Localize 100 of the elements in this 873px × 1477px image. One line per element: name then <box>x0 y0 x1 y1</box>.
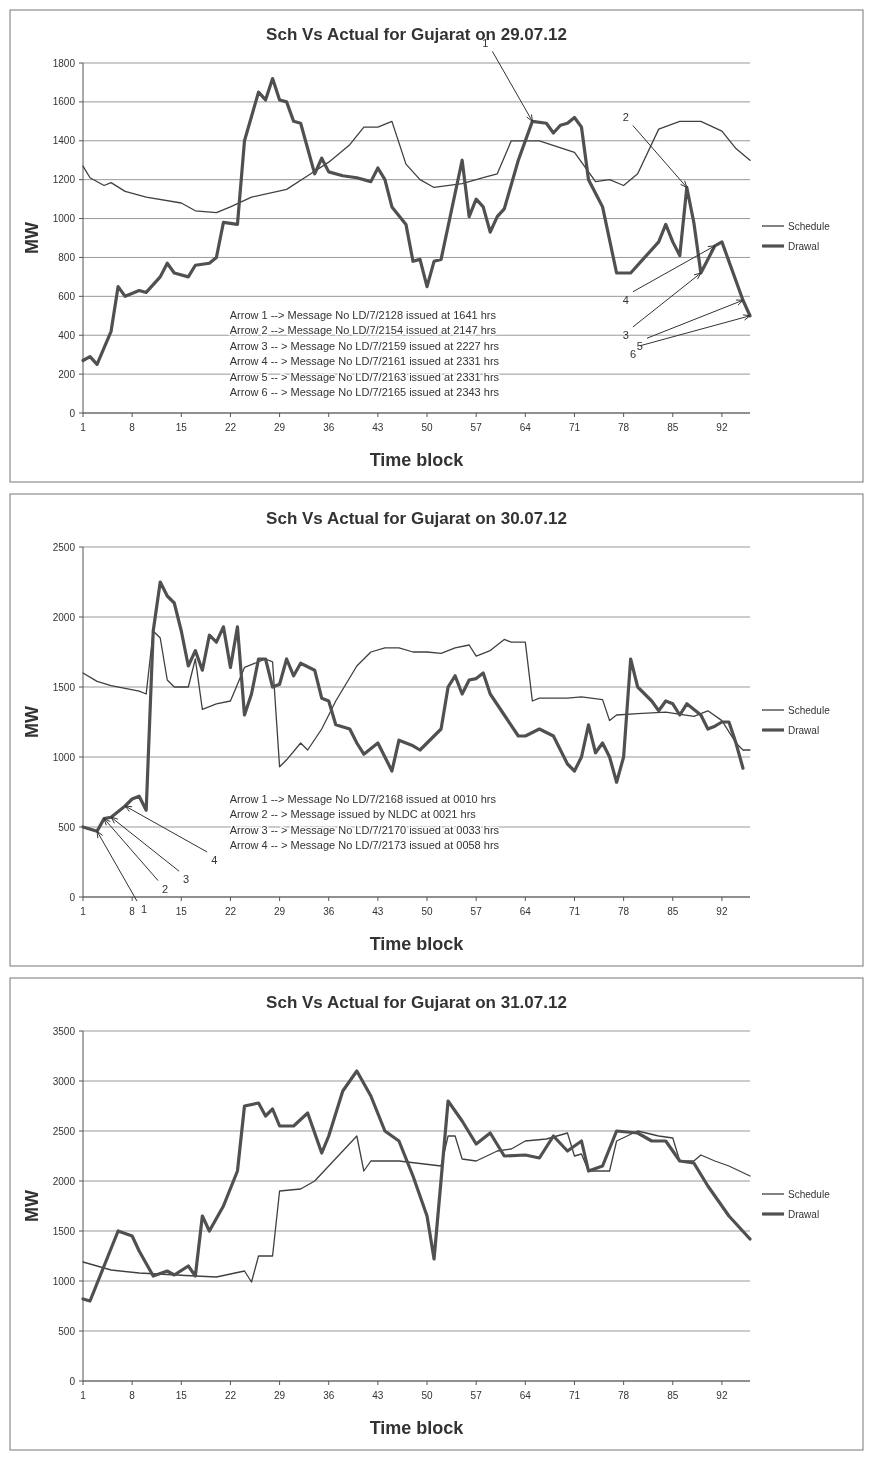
x-tick-label: 1 <box>80 1390 87 1401</box>
y-tick-label: 2000 <box>52 611 76 623</box>
x-tick-label: 36 <box>323 906 335 917</box>
legend-label: Schedule <box>788 704 831 716</box>
y-tick-label: 1800 <box>52 57 76 69</box>
x-tick-label: 50 <box>421 906 434 917</box>
y-tick-label: 500 <box>58 1325 76 1337</box>
x-tick-label: 29 <box>274 422 286 433</box>
x-tick-label: 78 <box>618 1390 630 1401</box>
annotation: Arrow 4 -- > Message No LD/7/2161 issued at 2331 hrs <box>229 355 500 367</box>
y-tick-label: 500 <box>58 821 76 833</box>
legend-label: Schedule <box>788 1188 831 1200</box>
y-tick-label: 1400 <box>52 135 76 147</box>
annotation: 3 <box>183 873 190 886</box>
x-tick-label: 22 <box>224 906 237 917</box>
annotation: Arrow 2 -- > Message issued by NLDC at 0021 hrs <box>229 808 477 820</box>
x-tick-label: 15 <box>175 1390 188 1401</box>
y-tick-label: 1000 <box>52 751 76 763</box>
y-tick-label: 0 <box>69 407 76 419</box>
x-tick-label: 57 <box>470 422 483 433</box>
x-tick-label: 43 <box>372 1390 384 1401</box>
x-tick-label: 57 <box>470 906 483 917</box>
y-tick-label: 1500 <box>52 681 76 693</box>
x-tick-label: 22 <box>224 422 237 433</box>
x-tick-label: 29 <box>274 1390 286 1401</box>
x-tick-label: 64 <box>519 422 532 433</box>
y-axis-title: MW <box>22 1190 42 1222</box>
y-tick-label: 2000 <box>52 1175 76 1187</box>
y-tick-label: 1500 <box>52 1225 76 1237</box>
x-tick-label: 92 <box>716 906 728 917</box>
x-tick-label: 85 <box>667 906 679 917</box>
y-tick-label: 800 <box>58 251 76 263</box>
y-tick-label: 1200 <box>52 174 76 186</box>
legend-label: Drawal <box>788 724 820 736</box>
x-tick-label: 64 <box>519 906 532 917</box>
chart-title: Sch Vs Actual for Gujarat on 30.07.12 <box>266 509 567 528</box>
y-tick-label: 2500 <box>52 1125 76 1137</box>
x-tick-label: 22 <box>224 1390 237 1401</box>
y-tick-label: 0 <box>69 1375 76 1387</box>
annotation: 4 <box>211 854 218 866</box>
y-tick-label: 200 <box>58 368 76 380</box>
annotation: Arrow 6 -- > Message No LD/7/2165 issued at 2343 hrs <box>229 386 500 398</box>
x-axis-title: Time block <box>369 450 465 470</box>
x-tick-label: 50 <box>421 1390 434 1401</box>
chart-title: Sch Vs Actual for Gujarat on 31.07.12 <box>266 993 567 1012</box>
x-axis-title: Time block <box>369 1418 465 1438</box>
annotation: Arrow 5 -- > Message No LD/7/2163 issued at 2331 hrs <box>229 370 500 383</box>
y-tick-label: 1000 <box>52 1275 76 1287</box>
line-series <box>82 120 751 214</box>
x-tick-label: 29 <box>274 906 286 917</box>
annotation: Arrow 2 --> Message No LD/7/2154 issued at 2147 hrs <box>229 324 497 336</box>
y-tick-label: 0 <box>69 891 76 903</box>
y-tick-label: 600 <box>58 290 76 302</box>
y-tick-label: 400 <box>58 329 76 341</box>
y-axis-title: MW <box>22 222 42 254</box>
x-tick-label: 78 <box>618 422 630 433</box>
legend-label: Drawal <box>788 1208 820 1220</box>
y-tick-label: 3500 <box>52 1025 76 1037</box>
x-tick-label: 8 <box>129 906 136 917</box>
annotation: Arrow 4 -- > Message No LD/7/2173 issued at 0058 hrs <box>229 839 500 851</box>
x-tick-label: 8 <box>129 422 136 433</box>
legend-label: Schedule <box>788 220 831 232</box>
y-tick-label: 1600 <box>52 96 76 108</box>
x-tick-label: 57 <box>470 1390 483 1401</box>
x-tick-label: 1 <box>80 422 87 433</box>
annotation: Arrow 3 -- > Message No LD/7/2170 issued at 0033 hrs <box>229 823 500 836</box>
line-series <box>82 630 751 768</box>
x-tick-label: 36 <box>323 1390 335 1401</box>
x-tick-label: 92 <box>716 1390 728 1401</box>
x-tick-label: 64 <box>519 1390 532 1401</box>
x-tick-label: 92 <box>716 422 728 433</box>
annotation: 3 <box>622 329 629 341</box>
x-tick-label: 8 <box>129 1390 136 1401</box>
y-tick-label: 2500 <box>52 541 76 553</box>
x-tick-label: 36 <box>323 422 335 433</box>
x-tick-label: 15 <box>175 906 188 917</box>
x-tick-label: 85 <box>667 422 679 433</box>
x-tick-label: 71 <box>568 1390 581 1401</box>
y-axis-title: MW <box>22 706 42 738</box>
annotation: Arrow 1 --> Message No LD/7/2128 issued at 1641 hrs <box>229 308 497 321</box>
line-series <box>82 1130 751 1283</box>
x-tick-label: 71 <box>568 422 581 433</box>
annotation: 2 <box>622 111 629 124</box>
x-tick-label: 43 <box>372 906 384 917</box>
legend-label: Drawal <box>788 240 820 252</box>
annotation: 2 <box>162 882 169 895</box>
x-tick-label: 1 <box>80 906 87 917</box>
annotation: Arrow 1 --> Message No LD/7/2168 issued at 0010 hrs <box>229 792 497 805</box>
x-tick-label: 71 <box>568 906 581 917</box>
x-tick-label: 78 <box>618 906 630 917</box>
y-tick-label: 1000 <box>52 213 76 225</box>
annotation: 5 <box>636 340 643 353</box>
x-tick-label: 85 <box>667 1390 679 1401</box>
annotation: Arrow 3 -- > Message No LD/7/2159 issued at 2227 hrs <box>229 339 500 352</box>
x-axis-title: Time block <box>369 934 465 954</box>
x-tick-label: 15 <box>175 422 188 433</box>
x-tick-label: 50 <box>421 422 434 433</box>
annotation: 4 <box>622 293 629 306</box>
annotation: 6 <box>629 347 636 360</box>
x-tick-label: 43 <box>372 422 384 433</box>
